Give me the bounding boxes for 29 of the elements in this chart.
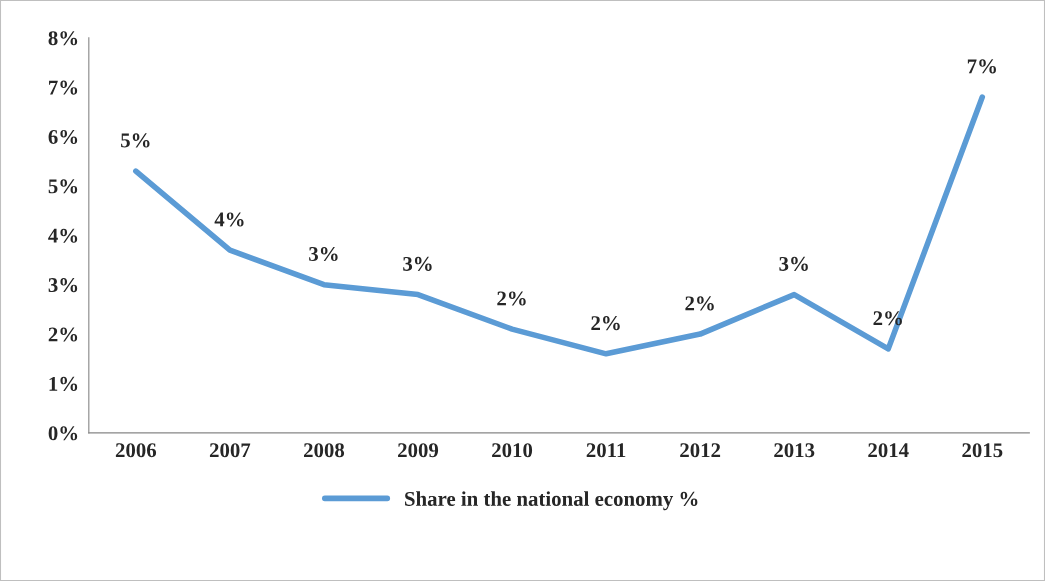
x-tick-label: 2011 [586, 443, 626, 458]
y-tick-label: 6% [48, 129, 78, 145]
data-label: 3% [403, 256, 432, 271]
x-tick-label: 2014 [868, 443, 909, 458]
y-tick-label: 7% [49, 80, 78, 95]
data-label: 3% [309, 246, 338, 262]
x-tick-label: 2007 [209, 443, 251, 458]
x-tick-label: 2009 [398, 443, 439, 458]
data-label: 2% [591, 316, 620, 331]
data-label: 2% [497, 291, 526, 306]
data-label: 7% [967, 59, 996, 74]
y-tick-label: 5% [48, 179, 78, 194]
x-tick-label: 2012 [680, 443, 721, 458]
y-tick-label: 1% [49, 376, 78, 391]
data-label: 5% [121, 133, 150, 148]
x-tick-label: 2013 [774, 443, 815, 458]
legend-label: Share in the national economy % [405, 491, 698, 511]
y-tick-label: 3% [48, 278, 78, 293]
y-tick-label: 0% [48, 426, 78, 441]
data-label: 3% [779, 256, 808, 271]
x-tick-label: 2006 [115, 443, 157, 458]
x-tick-label: 2015 [962, 443, 1003, 458]
y-tick-label: 4% [48, 228, 78, 243]
x-tick-label: 2010 [492, 443, 533, 458]
y-tick-label: 8% [48, 31, 78, 46]
data-label: 4% [214, 212, 244, 227]
x-tick-label: 2008 [303, 443, 345, 458]
y-tick-label: 2% [48, 327, 78, 342]
data-label: 2% [685, 296, 714, 311]
